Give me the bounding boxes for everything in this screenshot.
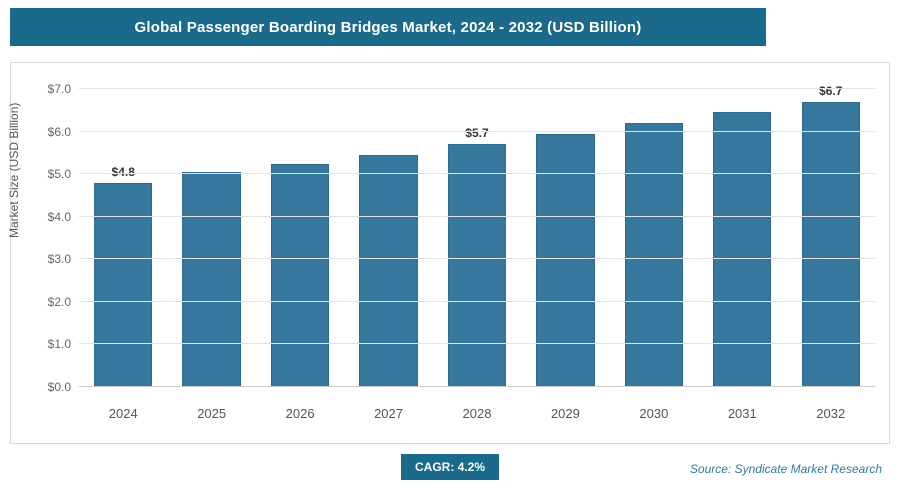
bar-value-label: $4.8	[111, 164, 135, 179]
y-tick-label: $4.0	[47, 209, 71, 224]
y-tick-label: $6.0	[47, 124, 71, 139]
bar-column: $6.7	[787, 84, 875, 387]
gridline	[79, 215, 875, 217]
bars-container: $4.8 $5.7 $6.7	[79, 84, 875, 387]
gridline	[79, 343, 875, 345]
x-tick-label: 2029	[550, 406, 580, 421]
x-tick-label: 2028	[462, 406, 492, 421]
x-tick-label: 2026	[285, 406, 315, 421]
gridline	[79, 258, 875, 260]
bar-column	[610, 89, 698, 387]
y-tick-label: $7.0	[47, 82, 71, 96]
bar-2028	[447, 144, 507, 387]
bar-2025	[182, 172, 241, 387]
gridline	[79, 88, 875, 89]
bar-2027	[359, 155, 418, 387]
x-tick-label: 2027	[374, 406, 403, 421]
chart-title-banner: Global Passenger Boarding Bridges Market…	[10, 8, 766, 46]
bar-value-label: $5.7	[465, 126, 489, 141]
bar-column: $5.7	[433, 89, 521, 387]
bar-column	[256, 89, 344, 387]
bar-value-label: $6.7	[819, 83, 843, 98]
bar-2031	[713, 112, 772, 387]
x-axis-labels: 2024 2025 2026 2027 2028 2029 2030 2031 2032	[79, 406, 875, 421]
x-tick-label: 2025	[197, 406, 227, 421]
bar-column: $4.8	[79, 89, 167, 387]
y-axis-title: Market Size (USD Billion)	[7, 102, 21, 238]
x-tick-label: 2032	[816, 406, 846, 421]
y-tick-label: $5.0	[47, 167, 71, 182]
chart-frame: Market Size (USD Billion) $4.8 $5.7 $6.7 $…	[7, 62, 890, 444]
bar-column	[698, 89, 786, 387]
y-tick-label: $3.0	[47, 252, 71, 267]
gridline	[79, 386, 875, 387]
x-tick-label: 2024	[108, 406, 138, 421]
bar-column	[167, 89, 255, 387]
y-tick-label: $2.0	[47, 294, 71, 309]
gridline	[79, 173, 875, 175]
bar-2024	[94, 182, 153, 387]
chart-title: Global Passenger Boarding Bridges Market…	[134, 18, 642, 36]
x-tick-label: 2030	[639, 406, 669, 421]
gridline	[79, 300, 875, 302]
source-text: Source: Syndicate Market Research	[689, 462, 882, 476]
y-tick-label: $0.0	[47, 380, 71, 394]
bar-2032	[801, 101, 860, 387]
x-tick-label: 2031	[727, 406, 757, 421]
y-tick-label: $1.0	[47, 337, 71, 352]
plot-area: $4.8 $5.7 $6.7 $0.0 $1.0 $2.0 $3.0 $4.0 $5.0 $6.…	[48, 82, 875, 394]
bar-2029	[536, 133, 595, 387]
bar-column	[521, 89, 609, 387]
bar-2030	[624, 123, 684, 387]
bar-column	[344, 89, 432, 387]
bar-2026	[270, 163, 330, 387]
gridline	[79, 130, 875, 132]
cagr-badge: CAGR: 4.2%	[400, 454, 500, 480]
